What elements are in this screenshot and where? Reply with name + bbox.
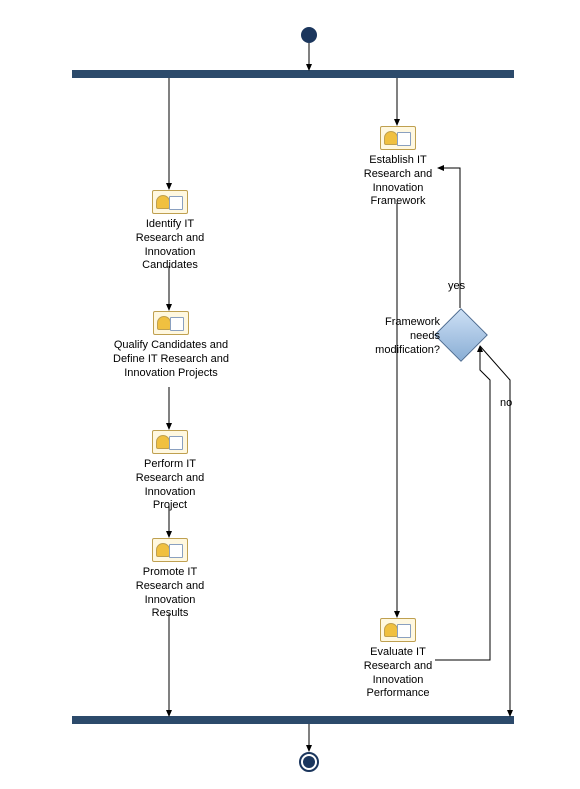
activity-label: Identify IT Research and Innovation Cand… [130, 218, 210, 273]
activity-icon [152, 190, 188, 214]
activity-qualify: Qualify Candidates and Define IT Researc… [113, 311, 229, 380]
start-node [301, 27, 317, 43]
activity-establish: Establish IT Research and Innovation Fra… [358, 126, 438, 209]
activity-icon [152, 430, 188, 454]
activity-label: Evaluate IT Research and Innovation Perf… [358, 646, 438, 701]
activity-promote: Promote IT Research and Innovation Resul… [130, 538, 210, 621]
flowchart-canvas: Identify IT Research and Innovation Cand… [0, 0, 580, 789]
edges-layer [0, 0, 580, 789]
activity-icon [380, 618, 416, 642]
activity-icon [152, 538, 188, 562]
activity-label: Establish IT Research and Innovation Fra… [358, 154, 438, 209]
decision-label: Framework needs modification? [372, 316, 440, 357]
edge-label-no: no [500, 397, 512, 409]
activity-label: Qualify Candidates and Define IT Researc… [113, 339, 229, 380]
edge-label-yes: yes [448, 280, 465, 292]
activity-perform: Perform IT Research and Innovation Proje… [130, 430, 210, 513]
activity-icon [380, 126, 416, 150]
activity-icon [153, 311, 189, 335]
activity-label: Perform IT Research and Innovation Proje… [130, 458, 210, 513]
decision-diamond [434, 308, 488, 362]
activity-label: Promote IT Research and Innovation Resul… [130, 566, 210, 621]
fork-bar-top [72, 70, 514, 78]
edge-eval-to-decision [435, 346, 490, 660]
end-node [299, 752, 319, 772]
activity-evaluate: Evaluate IT Research and Innovation Perf… [358, 618, 438, 701]
join-bar-bottom [72, 716, 514, 724]
activity-identify: Identify IT Research and Innovation Cand… [130, 190, 210, 273]
